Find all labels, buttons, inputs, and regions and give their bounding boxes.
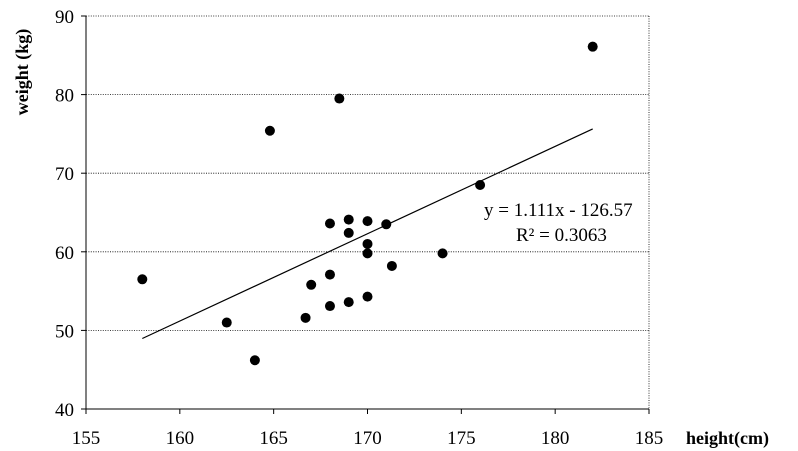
data-point [437, 248, 448, 259]
y-tick-label: 50 [55, 321, 74, 342]
data-points [137, 41, 598, 366]
x-tick-label: 160 [166, 428, 195, 449]
y-tick-labels: 40 50 60 70 80 90 [55, 7, 74, 421]
data-point [587, 41, 598, 52]
data-point [324, 218, 335, 229]
data-point [343, 214, 354, 225]
y-tick-label: 40 [55, 400, 74, 421]
x-tick-labels: 155 160 165 170 175 180 185 [72, 428, 664, 449]
data-point [249, 355, 260, 366]
r-squared-label: R² = 0.3063 [516, 225, 607, 246]
x-tick-label: 185 [635, 428, 664, 449]
data-point [343, 227, 354, 238]
axes [81, 15, 650, 414]
trendline-equation: y = 1.111x - 126.57 [484, 200, 633, 221]
data-point [475, 179, 486, 190]
x-tick-label: 155 [72, 428, 101, 449]
data-point [137, 274, 148, 285]
y-tick-label: 60 [55, 243, 74, 264]
x-tick-label: 165 [259, 428, 288, 449]
data-point [221, 317, 232, 328]
data-point [324, 301, 335, 312]
data-point [324, 269, 335, 280]
data-point [386, 260, 397, 271]
y-tick-label: 90 [55, 7, 74, 28]
x-tick-label: 180 [541, 428, 570, 449]
trendline [142, 128, 593, 340]
data-point [381, 219, 392, 230]
data-point [264, 125, 275, 136]
y-axis-title: weight (kg) [12, 29, 33, 116]
trendline-group [142, 128, 593, 340]
x-tick-label: 170 [353, 428, 382, 449]
data-point [306, 279, 317, 290]
data-point [362, 248, 373, 259]
x-tick-label: 175 [447, 428, 476, 449]
y-tick-label: 80 [55, 86, 74, 107]
data-point [362, 238, 373, 249]
data-point [334, 93, 345, 104]
data-point [343, 297, 354, 308]
data-point [362, 291, 373, 302]
data-point [362, 216, 373, 227]
y-tick-label: 70 [55, 164, 74, 185]
x-axis-title: height(cm) [686, 428, 769, 449]
data-point [300, 312, 311, 323]
